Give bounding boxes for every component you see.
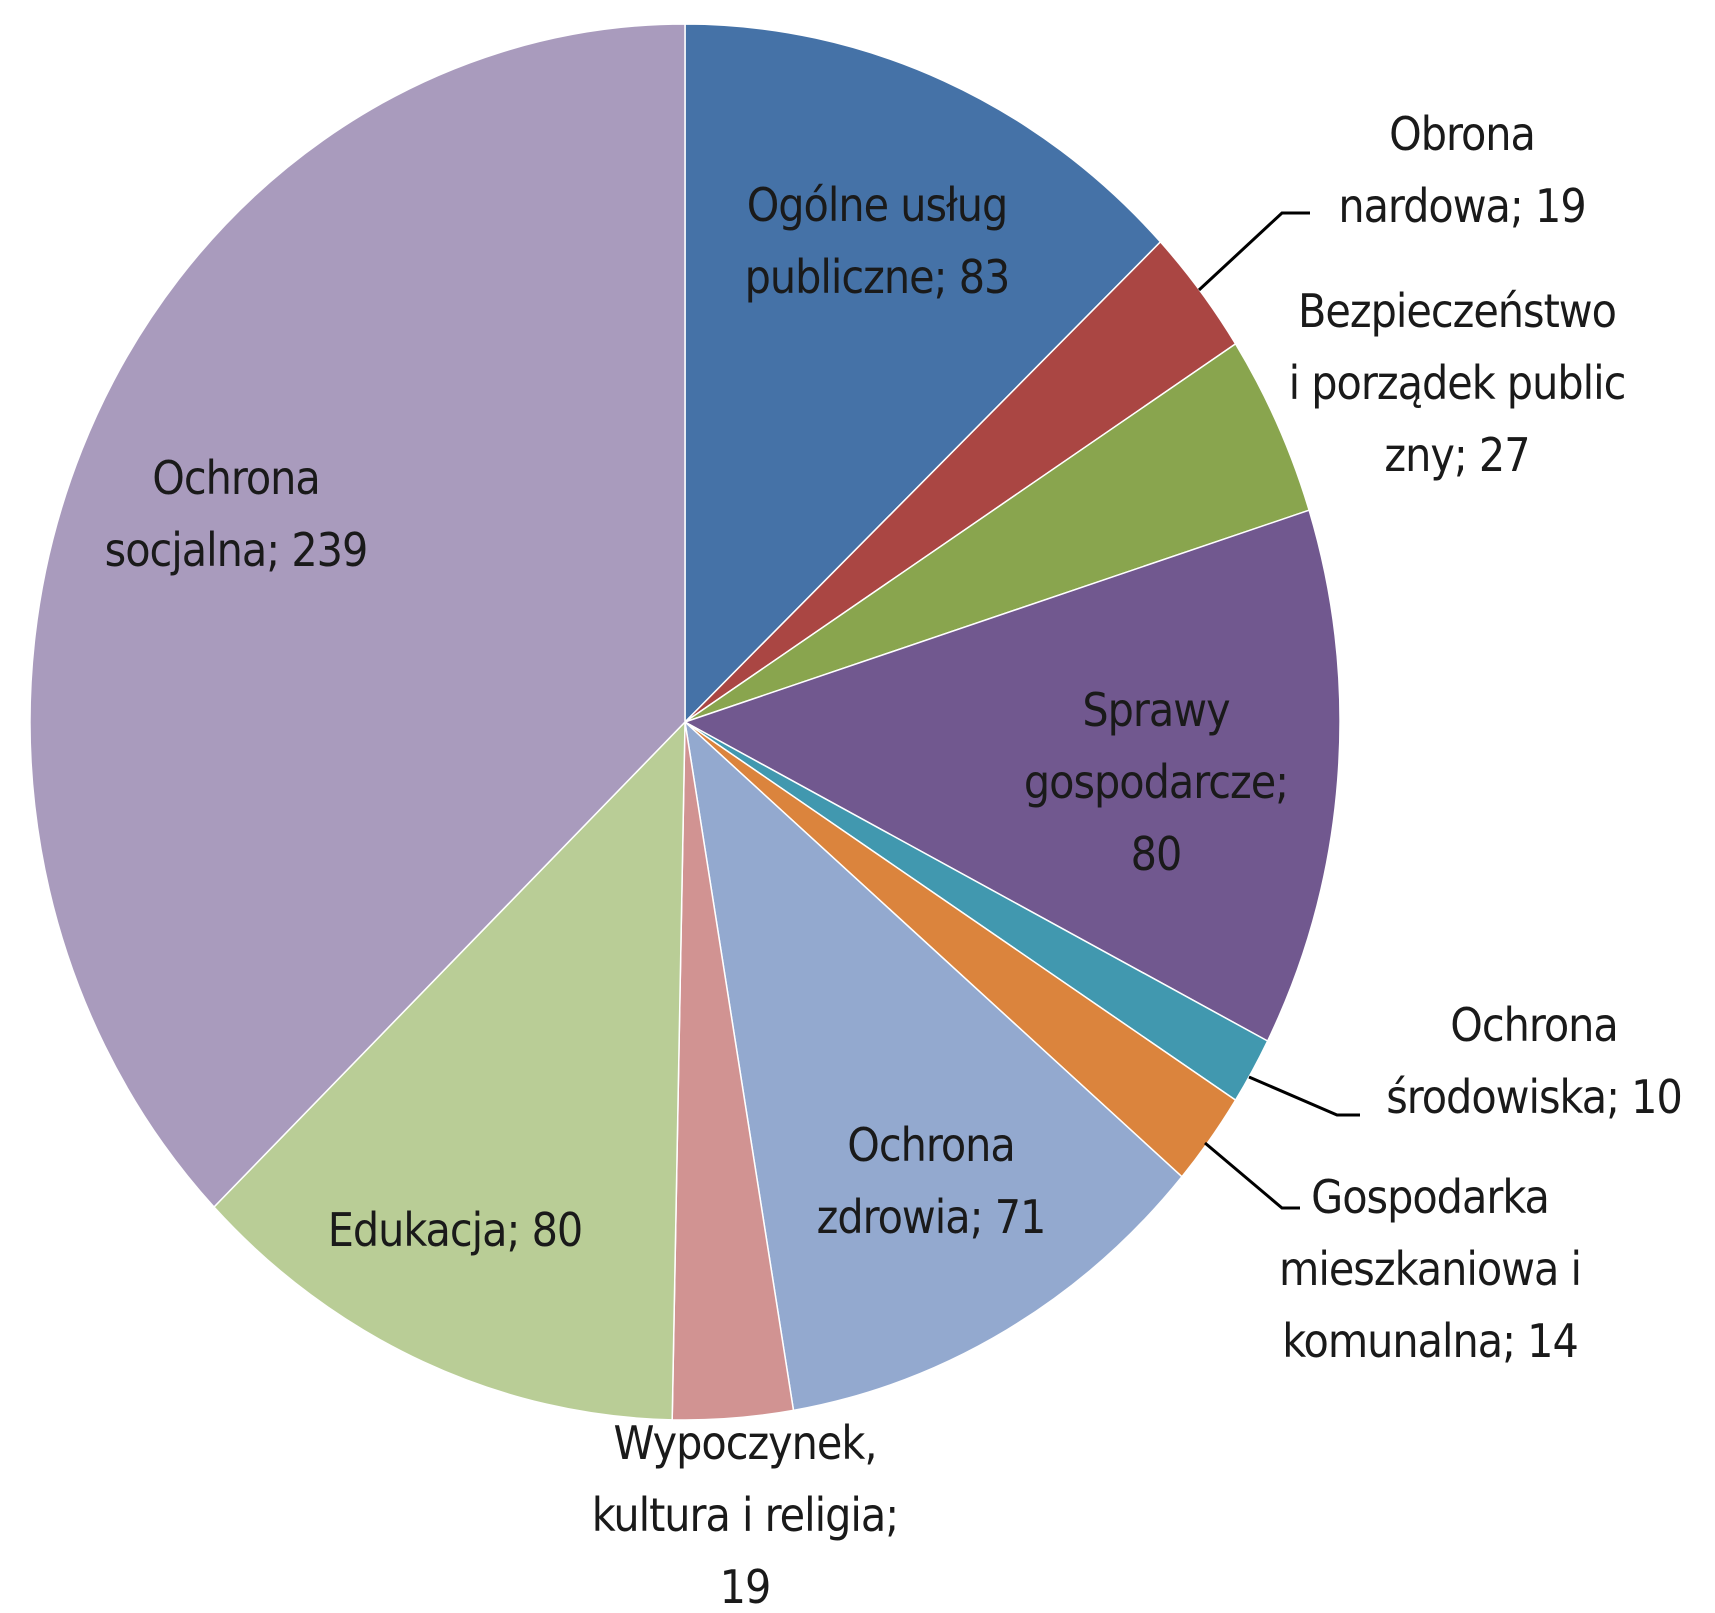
data-label: Ochrona środowiska; 10 (1386, 998, 1683, 1124)
pie-slice (683, 720, 1183, 1412)
data-label: Edukacja; 80 (327, 1203, 584, 1257)
data-label: Gospodarka mieszkaniowa i komunalna; 14 (1279, 1170, 1582, 1368)
pie-slice (684, 342, 1311, 723)
pie-slice (683, 509, 1341, 1043)
data-label: Obrona nardowa; 19 (1338, 107, 1586, 233)
pie-slice (212, 720, 686, 1421)
leader-line (1248, 1075, 1360, 1117)
leader-lines (1197, 211, 1360, 1210)
data-label: Bezpieczeństwo i porządek publiczny; 27 (1288, 284, 1627, 482)
data-label: Wypoczynek, kultura i religia; 19 (591, 1416, 899, 1613)
leader-line (1204, 1141, 1300, 1210)
leader-line (1197, 211, 1310, 292)
data-label: Ogólne usług publiczne; 83 (744, 178, 1011, 304)
data-label: Ochrona zdrowia; 71 (816, 1118, 1047, 1244)
data-label: Sprawy gospodarcze; 80 (1023, 683, 1289, 881)
data-label: Ochrona socjalna; 239 (104, 451, 369, 577)
pie-slice (29, 23, 686, 1209)
pie-slice (684, 23, 1162, 724)
